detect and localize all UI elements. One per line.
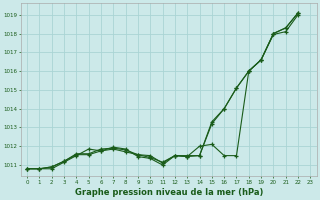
X-axis label: Graphe pression niveau de la mer (hPa): Graphe pression niveau de la mer (hPa)	[75, 188, 263, 197]
